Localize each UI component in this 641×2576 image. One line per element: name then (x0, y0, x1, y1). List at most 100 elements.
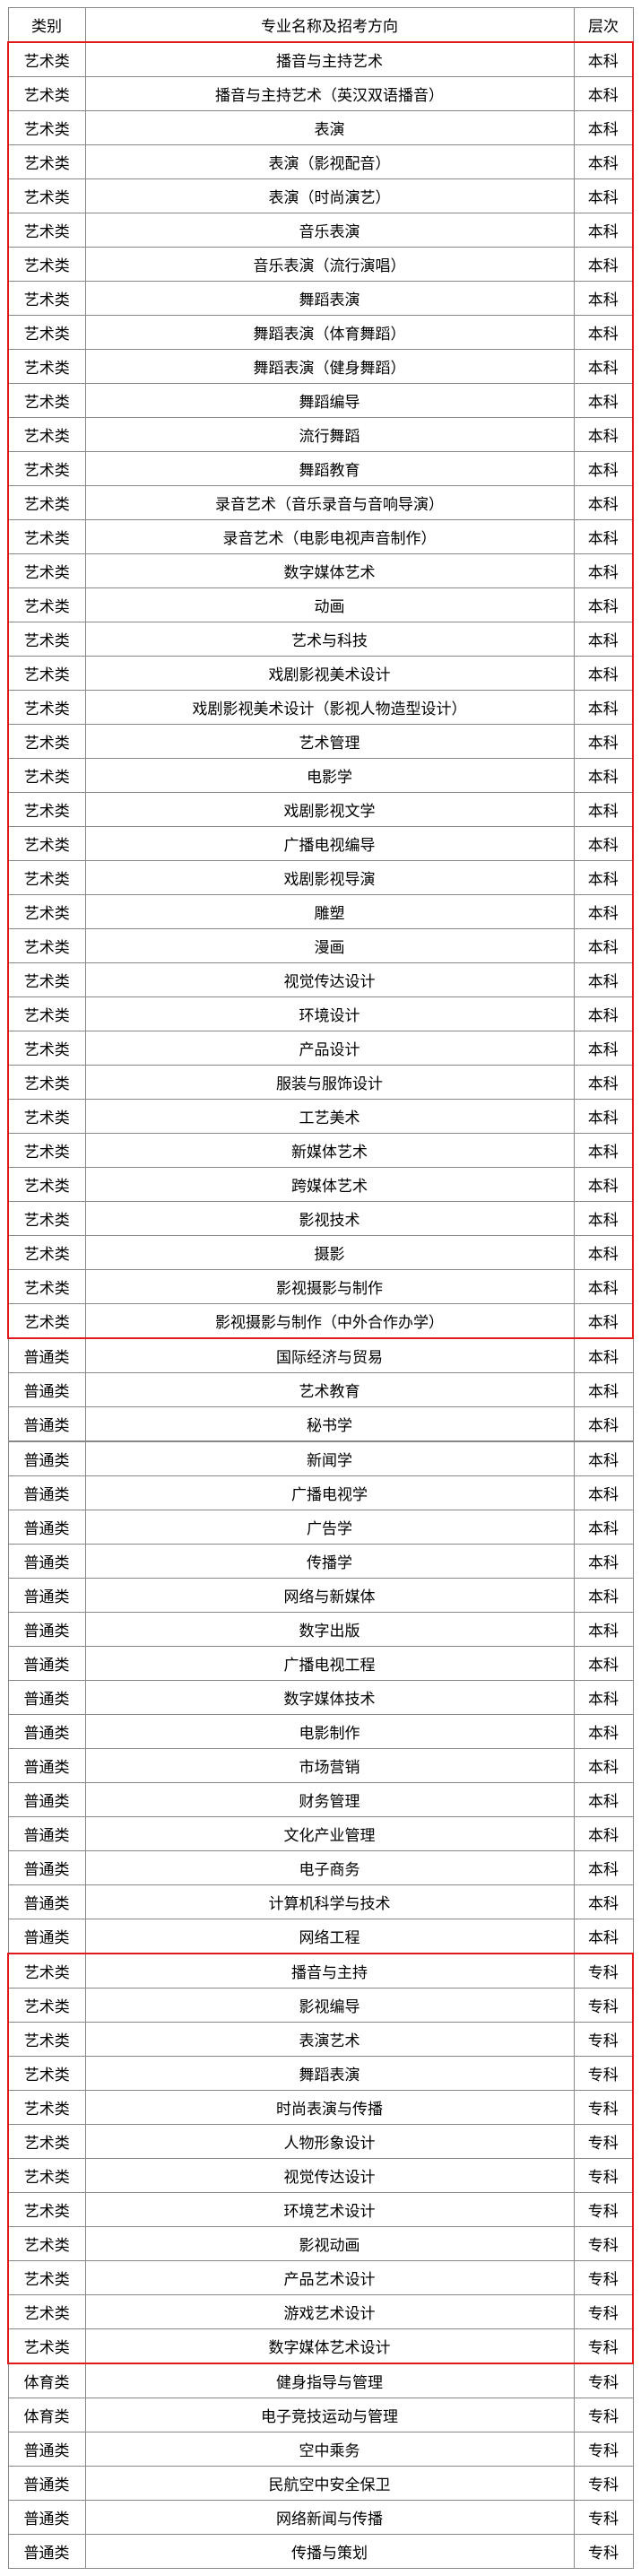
cell-category: 普通类 (8, 1338, 85, 1373)
cell-category: 艺术类 (8, 1100, 85, 1134)
cell-category: 普通类 (8, 1783, 85, 1817)
table-row: 艺术类戏剧影视美术设计本科 (8, 657, 633, 691)
table-row: 艺术类工艺美术本科 (8, 1100, 633, 1134)
table-row: 普通类广告学本科 (8, 1510, 633, 1545)
cell-category: 艺术类 (8, 213, 85, 248)
table-row: 艺术类表演（影视配音）本科 (8, 145, 633, 179)
table-row: 普通类市场营销本科 (8, 1749, 633, 1783)
cell-major: 舞蹈表演 (85, 2057, 574, 2091)
cell-category: 艺术类 (8, 2261, 85, 2295)
cell-major: 秘书学 (85, 1407, 574, 1442)
cell-category: 艺术类 (8, 1066, 85, 1100)
cell-level: 本科 (574, 1613, 633, 1647)
table-row: 艺术类数字媒体艺术本科 (8, 554, 633, 588)
table-row: 艺术类戏剧影视文学本科 (8, 793, 633, 827)
cell-category: 艺术类 (8, 2193, 85, 2227)
cell-level: 本科 (574, 520, 633, 554)
cell-major: 民航空中安全保卫 (85, 2467, 574, 2501)
cell-category: 艺术类 (8, 997, 85, 1031)
table-row: 普通类数字出版本科 (8, 1613, 633, 1647)
cell-category: 普通类 (8, 1749, 85, 1783)
cell-category: 普通类 (8, 1476, 85, 1510)
table-row: 普通类广播电视学本科 (8, 1476, 633, 1510)
cell-level: 专科 (574, 2227, 633, 2261)
cell-category: 普通类 (8, 1510, 85, 1545)
cell-level: 本科 (574, 282, 633, 316)
cell-level: 本科 (574, 77, 633, 111)
table-row: 艺术类录音艺术（音乐录音与音响导演）本科 (8, 486, 633, 520)
cell-category: 艺术类 (8, 1134, 85, 1168)
table-row: 艺术类漫画本科 (8, 929, 633, 963)
cell-level: 本科 (574, 1749, 633, 1783)
cell-level: 本科 (574, 588, 633, 622)
cell-category: 艺术类 (8, 1304, 85, 1339)
cell-level: 专科 (574, 2159, 633, 2193)
table-row: 普通类电子商务本科 (8, 1851, 633, 1885)
cell-category: 艺术类 (8, 2295, 85, 2329)
table-row: 艺术类戏剧影视导演本科 (8, 861, 633, 895)
cell-level: 本科 (574, 1579, 633, 1613)
cell-level: 本科 (574, 622, 633, 657)
cell-level: 本科 (574, 248, 633, 282)
cell-category: 普通类 (8, 2501, 85, 2535)
table-row: 艺术类影视动画专科 (8, 2227, 633, 2261)
cell-category: 艺术类 (8, 725, 85, 759)
cell-major: 服装与服饰设计 (85, 1066, 574, 1100)
cell-level: 专科 (574, 2535, 633, 2569)
cell-major: 环境设计 (85, 997, 574, 1031)
table-row: 艺术类时尚表演与传播专科 (8, 2091, 633, 2125)
cell-major: 影视技术 (85, 1202, 574, 1236)
cell-category: 普通类 (8, 1851, 85, 1885)
cell-category: 艺术类 (8, 418, 85, 452)
cell-category: 艺术类 (8, 384, 85, 418)
cell-major: 表演 (85, 111, 574, 145)
cell-major: 雕塑 (85, 895, 574, 929)
cell-category: 艺术类 (8, 691, 85, 725)
table-row: 普通类计算机科学与技术本科 (8, 1885, 633, 1919)
table-row: 艺术类数字媒体艺术设计专科 (8, 2329, 633, 2364)
cell-major: 音乐表演（流行演唱） (85, 248, 574, 282)
table-row: 艺术类表演艺术专科 (8, 2023, 633, 2057)
cell-category: 普通类 (8, 1373, 85, 1407)
cell-major: 表演（时尚演艺） (85, 179, 574, 213)
cell-category: 艺术类 (8, 1270, 85, 1304)
cell-level: 本科 (574, 1817, 633, 1851)
cell-level: 本科 (574, 1134, 633, 1168)
cell-major: 电子竞技运动与管理 (85, 2398, 574, 2432)
cell-major: 空中乘务 (85, 2432, 574, 2467)
cell-category: 艺术类 (8, 588, 85, 622)
table-row: 艺术类新媒体艺术本科 (8, 1134, 633, 1168)
cell-major: 播音与主持艺术 (85, 42, 574, 77)
cell-major: 时尚表演与传播 (85, 2091, 574, 2125)
table-row: 普通类数字媒体技术本科 (8, 1681, 633, 1715)
cell-category: 艺术类 (8, 248, 85, 282)
table-row: 普通类文化产业管理本科 (8, 1817, 633, 1851)
cell-major: 视觉传达设计 (85, 2159, 574, 2193)
cell-category: 艺术类 (8, 2159, 85, 2193)
cell-category: 普通类 (8, 1579, 85, 1613)
cell-major: 人物形象设计 (85, 2125, 574, 2159)
cell-level: 本科 (574, 1168, 633, 1202)
cell-level: 本科 (574, 1441, 633, 1476)
cell-major: 录音艺术（音乐录音与音响导演） (85, 486, 574, 520)
cell-major: 游戏艺术设计 (85, 2295, 574, 2329)
cell-level: 本科 (574, 895, 633, 929)
table-row: 艺术类音乐表演（流行演唱）本科 (8, 248, 633, 282)
cell-major: 舞蹈表演 (85, 282, 574, 316)
cell-major: 新闻学 (85, 1441, 574, 1476)
cell-level: 本科 (574, 1066, 633, 1100)
cell-level: 专科 (574, 2295, 633, 2329)
cell-level: 专科 (574, 2023, 633, 2057)
table-row: 艺术类艺术与科技本科 (8, 622, 633, 657)
cell-category: 艺术类 (8, 2091, 85, 2125)
cell-major: 电影学 (85, 759, 574, 793)
cell-major: 影视摄影与制作 (85, 1270, 574, 1304)
cell-level: 专科 (574, 1989, 633, 2023)
cell-level: 本科 (574, 1681, 633, 1715)
cell-level: 本科 (574, 418, 633, 452)
cell-major: 网络工程 (85, 1919, 574, 1954)
cell-category: 艺术类 (8, 554, 85, 588)
cell-major: 影视动画 (85, 2227, 574, 2261)
cell-category: 艺术类 (8, 282, 85, 316)
cell-major: 传播学 (85, 1545, 574, 1579)
